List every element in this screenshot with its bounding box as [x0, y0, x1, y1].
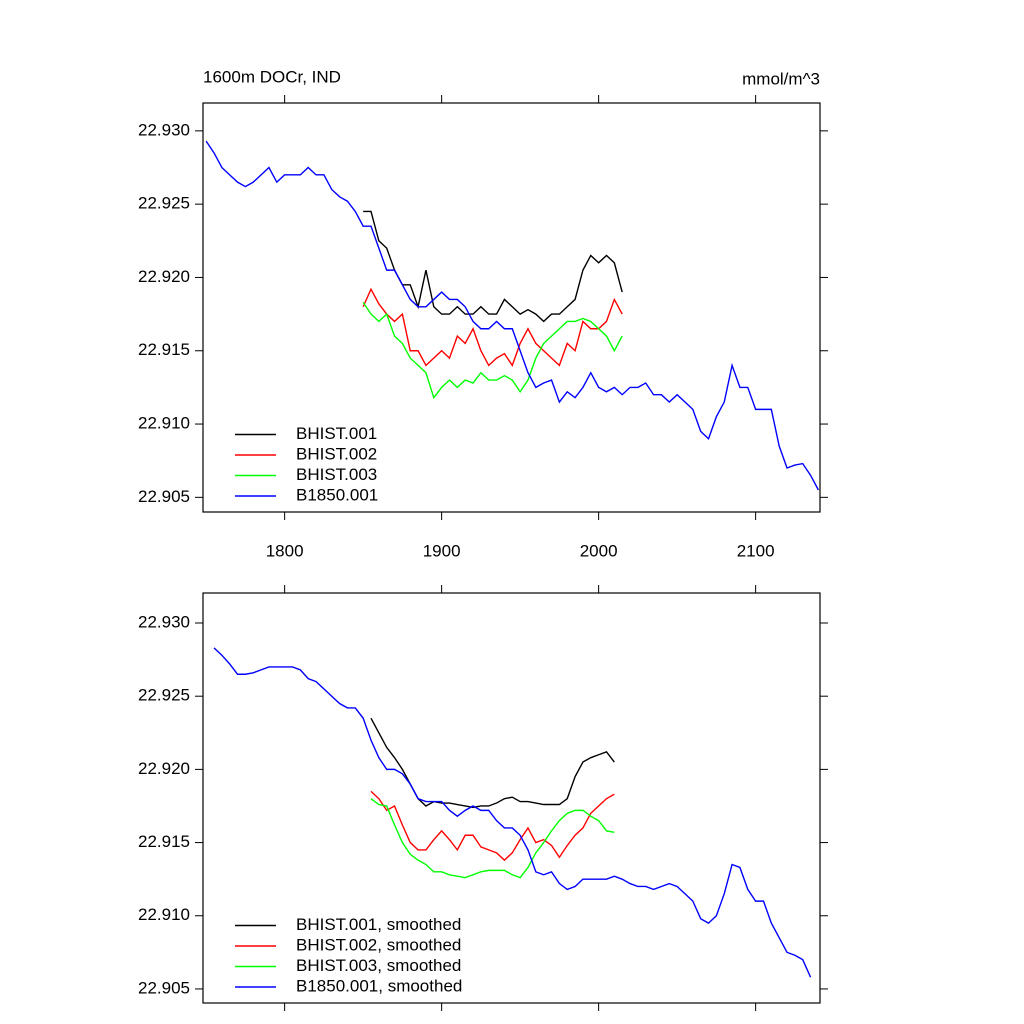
- series-line: [213, 647, 812, 978]
- legend-label: BHIST.002: [296, 444, 377, 463]
- y-tick-label: 22.925: [138, 686, 190, 705]
- plot-frame: [202, 592, 821, 1004]
- x-tick-label: 1900: [423, 541, 461, 560]
- series-line: [370, 717, 615, 809]
- series-line: [370, 798, 615, 879]
- chart-title: 1600m DOCr, IND: [203, 67, 341, 86]
- y-tick-label: 22.930: [138, 120, 190, 139]
- y-tick-label: 22.930: [138, 612, 190, 631]
- x-tick-label: 2000: [580, 541, 618, 560]
- x-tick-label: 2100: [737, 541, 775, 560]
- y-tick-label: 22.910: [138, 414, 190, 433]
- series-line: [362, 301, 623, 400]
- series-line: [363, 210, 623, 323]
- legend-label: BHIST.003, smoothed: [296, 956, 461, 975]
- plot-frame: [202, 102, 821, 513]
- y-tick-label: 22.920: [138, 267, 190, 286]
- legend-label: BHIST.002, smoothed: [296, 935, 461, 954]
- y-tick-label: 22.915: [138, 832, 190, 851]
- series-line: [362, 287, 623, 367]
- series-line: [370, 790, 615, 862]
- y-tick-label: 22.910: [138, 905, 190, 924]
- legend-label: BHIST.001: [296, 424, 377, 443]
- y-tick-label: 22.905: [138, 487, 190, 506]
- series-line: [205, 140, 820, 491]
- legend-label: BHIST.001, smoothed: [296, 915, 461, 934]
- y-tick-label: 22.915: [138, 340, 190, 359]
- y-tick-label: 22.905: [138, 978, 190, 997]
- y-tick-label: 22.920: [138, 759, 190, 778]
- legend-label: B1850.001: [296, 485, 378, 504]
- legend-label: B1850.001, smoothed: [296, 976, 462, 995]
- x-tick-label: 1800: [266, 541, 304, 560]
- units-label: mmol/m^3: [742, 69, 820, 88]
- legend-label: BHIST.003: [296, 465, 377, 484]
- y-tick-label: 22.925: [138, 194, 190, 213]
